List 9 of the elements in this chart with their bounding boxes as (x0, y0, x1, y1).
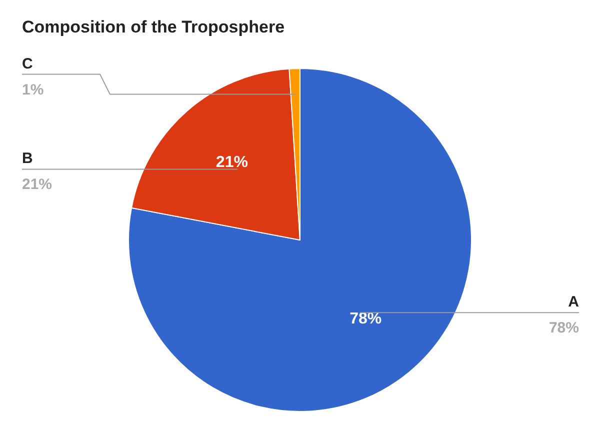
data-label: 1% (22, 81, 44, 98)
data-label: 78% (350, 310, 382, 328)
slice-label: C (22, 55, 33, 72)
slice-label: A (568, 294, 580, 311)
slice-label: B (22, 150, 33, 168)
chart-title: Composition of the Troposphere (22, 18, 285, 37)
data-label: 21% (216, 154, 248, 172)
text: 78% (548, 320, 579, 337)
text: 21% (22, 176, 52, 194)
